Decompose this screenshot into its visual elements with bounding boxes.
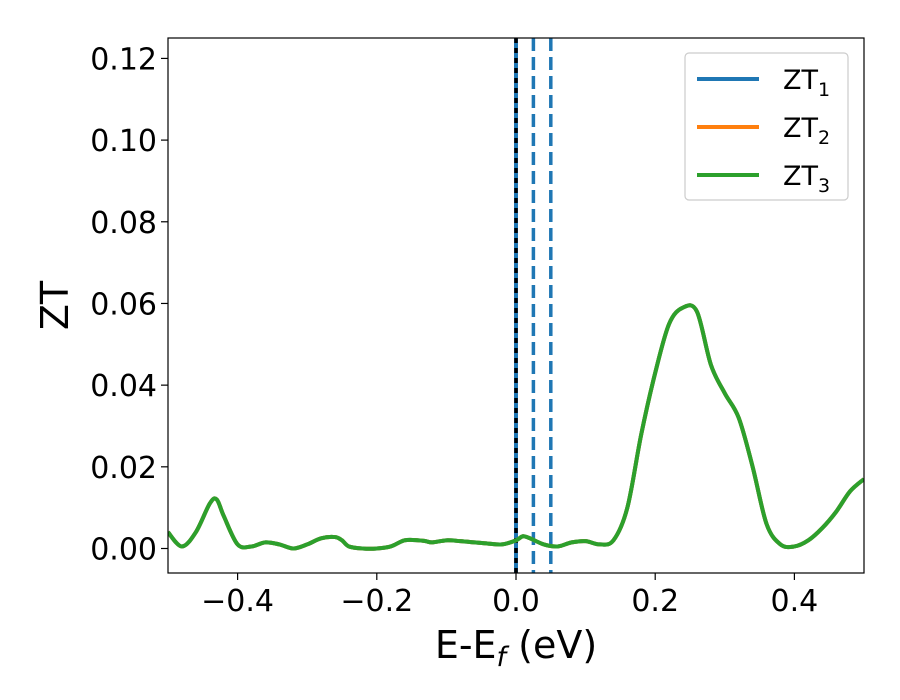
y-axis-label: ZT	[33, 280, 77, 330]
x-axis-ticks: −0.4 −0.2 0.0 0.2 0.4	[201, 573, 818, 619]
x-axis-label: E-Ef (eV)	[435, 623, 597, 673]
y-tick-label: 0.00	[90, 532, 157, 567]
y-tick-label: 0.06	[90, 287, 157, 322]
x-tick-label: 0.0	[492, 584, 540, 619]
x-tick-label: −0.2	[340, 584, 413, 619]
y-tick-label: 0.08	[90, 206, 157, 241]
x-tick-label: 0.2	[631, 584, 679, 619]
legend-label-1: ZT1	[783, 65, 830, 101]
series-lines	[168, 303, 864, 551]
y-tick-label: 0.04	[90, 369, 157, 404]
y-tick-label: 0.10	[90, 124, 157, 159]
x-tick-label: −0.4	[201, 584, 274, 619]
vertical-reference-lines	[514, 38, 553, 573]
x-tick-label: 0.4	[771, 584, 819, 619]
legend-box	[684, 52, 849, 201]
legend: ZT1 ZT2 ZT3	[684, 52, 849, 201]
legend-label-3: ZT3	[783, 161, 830, 197]
legend-label-2: ZT2	[783, 113, 830, 149]
y-tick-label: 0.12	[90, 42, 157, 77]
y-axis-ticks: 0.00 0.02 0.04 0.06 0.08 0.10 0.12	[90, 42, 168, 567]
series-line-3	[168, 303, 864, 551]
y-tick-label: 0.02	[90, 451, 157, 486]
